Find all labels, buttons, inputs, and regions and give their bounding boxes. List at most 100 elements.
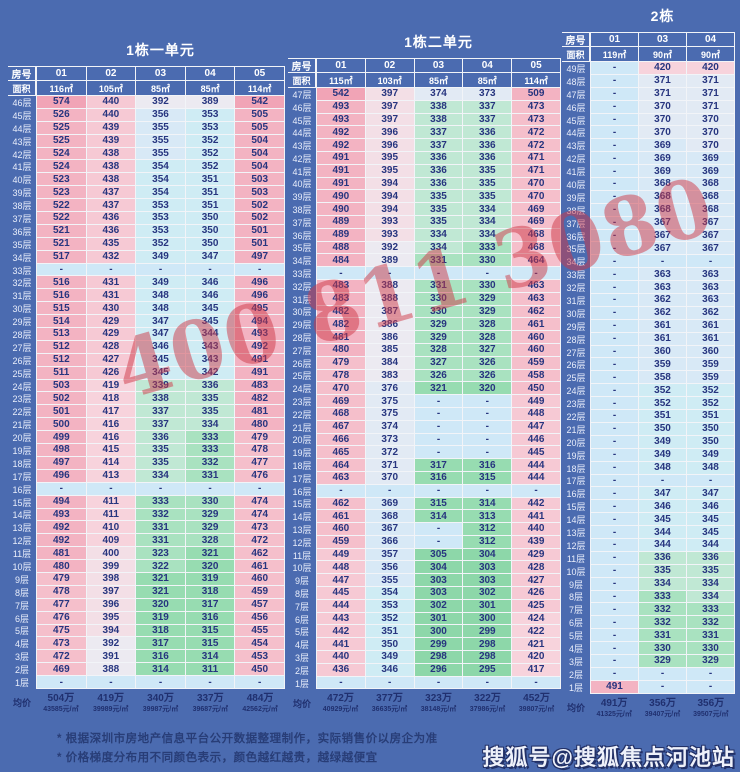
area-value: 85㎡	[414, 73, 464, 88]
price-cell: 482	[316, 318, 366, 332]
price-cell: 298	[414, 651, 464, 664]
floor-label: 1层	[568, 682, 583, 693]
price-cell: 497	[235, 250, 285, 264]
price-cell: 351	[185, 173, 236, 187]
price-cell: 353	[365, 599, 415, 613]
price-cell: 319	[185, 572, 236, 586]
price-cell: 329	[414, 318, 464, 332]
floor-label: 40层	[12, 175, 32, 186]
price-cell: 336	[414, 151, 464, 165]
price-cell: 359	[687, 371, 735, 385]
price-cell: 328	[463, 331, 513, 344]
price-cell: 515	[36, 302, 87, 316]
price-cell: 321	[136, 572, 186, 586]
table-row: 27层 480 385 328 327 460	[288, 343, 561, 357]
room-number-header-row: 房号 01 02 03 04 05	[8, 66, 285, 81]
price-cell: 299	[414, 638, 464, 652]
price-cell: 335	[185, 392, 236, 406]
price-cell: 442	[512, 497, 561, 511]
price-cell: 496	[235, 276, 285, 290]
price-cell: -	[590, 306, 639, 320]
price-cell: -	[590, 538, 639, 552]
price-cell: 473	[36, 637, 87, 651]
price-cell: 346	[136, 340, 186, 354]
price-cell: -	[463, 420, 513, 434]
price-cell: 298	[463, 651, 513, 664]
price-cell: 504	[235, 160, 285, 174]
price-cell: 327	[463, 343, 513, 357]
table-row: 23层 469 375- -449	[288, 395, 561, 408]
floor-label: 28层	[566, 334, 586, 345]
area-value: 116㎡	[36, 81, 87, 96]
price-cell: 304	[463, 548, 513, 562]
floor-label: 10层	[12, 562, 32, 573]
floor-label: 29层	[292, 320, 312, 331]
column-header: 01	[316, 58, 366, 73]
price-cell: -	[590, 178, 639, 191]
price-cell: 337	[414, 139, 464, 152]
price-cell: 349	[639, 435, 687, 449]
price-cell: -	[365, 267, 415, 280]
price-cell: 368	[687, 178, 735, 191]
price-cell: 336	[414, 164, 464, 178]
price-cell: -	[590, 616, 639, 630]
floor-label: 24层	[566, 386, 586, 397]
average-unit-price: 39989元/㎡	[92, 705, 129, 713]
average-total-price: 419万	[97, 692, 125, 704]
price-cell: 349	[687, 448, 735, 462]
price-cell: -	[136, 263, 186, 277]
price-cell: 318	[185, 585, 236, 599]
price-cell: 436	[86, 212, 137, 225]
price-cell: 395	[365, 164, 415, 178]
price-cell: 348	[639, 461, 687, 475]
price-cell: 369	[639, 152, 687, 166]
price-cell: 493	[36, 508, 87, 522]
price-cell: -	[414, 523, 464, 536]
table-row: 27层 -360 360	[562, 345, 735, 359]
price-cell: 521	[36, 224, 87, 238]
price-cell: 336	[463, 139, 513, 152]
floor-label: 27层	[292, 345, 312, 356]
price-cell: 416	[86, 418, 137, 432]
price-cell: 371	[687, 87, 735, 101]
table-row: 35层 -367 367	[562, 242, 735, 256]
price-cell: -	[590, 268, 639, 282]
price-cell: 437	[86, 199, 137, 213]
price-cell: 354	[365, 587, 415, 600]
price-cell: 353	[136, 199, 186, 213]
price-cell: 483	[316, 292, 366, 306]
table-row: 2层 469 388 314 311 450	[8, 663, 285, 677]
price-cell: 394	[86, 624, 137, 638]
price-cell: 367	[639, 229, 687, 243]
column-header: 05	[512, 58, 561, 73]
table-row: 34层 517 432 349 347 497	[8, 250, 285, 264]
price-cell: 425	[512, 599, 561, 613]
floor-label: 32层	[292, 281, 312, 292]
price-cell: -	[590, 590, 639, 604]
price-cell: 480	[235, 418, 285, 432]
price-cell: 383	[365, 369, 415, 383]
table-title: 2栋	[650, 8, 675, 24]
price-cell: 542	[316, 88, 366, 101]
average-price-cell: 356万 39507元/㎡	[687, 697, 735, 719]
price-cell: 301	[463, 599, 513, 613]
floor-label: 7层	[568, 605, 583, 616]
price-cell: 300	[414, 625, 464, 639]
floor-label: 18层	[566, 463, 586, 474]
price-cell: 329	[463, 292, 513, 306]
table-row: 48层 -371 371	[562, 74, 735, 88]
price-cell: 346	[185, 289, 236, 303]
price-cell: 321	[414, 382, 464, 396]
price-cell: -	[590, 203, 639, 217]
price-cell: -	[463, 267, 513, 280]
price-cell: 355	[136, 147, 186, 161]
price-cell: -	[639, 255, 687, 269]
price-cell: -	[414, 420, 464, 434]
floor-label: 32层	[12, 278, 32, 289]
price-cell: 344	[639, 526, 687, 539]
table-row: 18层 -348 348	[562, 461, 735, 475]
floor-label: 15层	[12, 497, 32, 508]
price-cell: 481	[235, 405, 285, 419]
table-row: 6层 -332 332	[562, 616, 735, 630]
price-cell: 392	[365, 241, 415, 255]
